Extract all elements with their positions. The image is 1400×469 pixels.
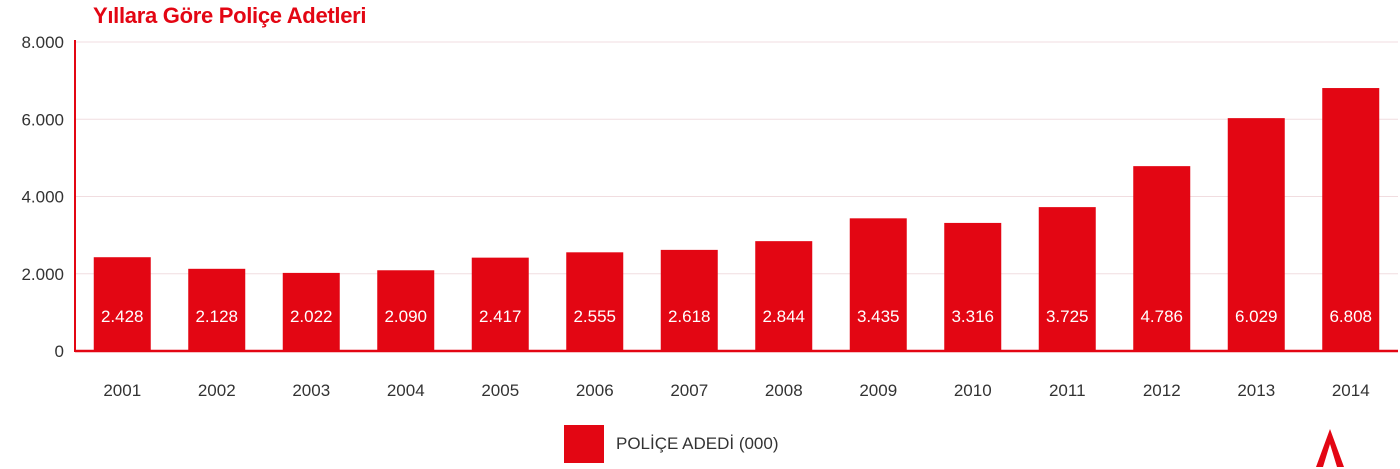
- bar: [755, 241, 812, 351]
- y-axis-ticks: 0 2.000 4.000 6.000 8.000: [21, 33, 64, 361]
- y-tick-label: 0: [55, 342, 64, 361]
- x-tick-label: 2001: [103, 381, 141, 400]
- x-tick-label: 2003: [292, 381, 330, 400]
- bar: [1039, 207, 1096, 351]
- x-tick-label: 2012: [1143, 381, 1181, 400]
- data-label: 3.725: [1046, 307, 1089, 326]
- y-tick-label: 6.000: [21, 110, 64, 129]
- data-label: 6.029: [1235, 307, 1278, 326]
- legend-label: POLİÇE ADEDİ (000): [616, 434, 779, 454]
- data-label: 2.428: [101, 307, 144, 326]
- data-label: 2.555: [573, 307, 616, 326]
- x-tick-label: 2002: [198, 381, 236, 400]
- y-tick-label: 2.000: [21, 265, 64, 284]
- legend-swatch: [564, 425, 604, 463]
- legend: POLİÇE ADEDİ (000): [564, 425, 779, 463]
- grid-layer: [75, 42, 1398, 274]
- data-label: 2.090: [384, 307, 427, 326]
- data-label: 2.417: [479, 307, 522, 326]
- x-tick-label: 2011: [1049, 381, 1086, 400]
- data-label: 3.435: [857, 307, 900, 326]
- data-label: 2.844: [762, 307, 805, 326]
- x-tick-label: 2007: [670, 381, 708, 400]
- x-tick-label: 2006: [576, 381, 614, 400]
- bar: [944, 223, 1001, 351]
- bars: 2.428 2.128 2.022 2.090 2.417 2.555 2.618 2.844…: [94, 88, 1380, 351]
- data-label: 2.618: [668, 307, 711, 326]
- x-tick-label: 2010: [954, 381, 992, 400]
- data-label: 3.316: [951, 307, 994, 326]
- bar: [472, 258, 529, 351]
- y-tick-label: 4.000: [21, 188, 64, 207]
- bar: [94, 257, 151, 351]
- x-tick-label: 2005: [481, 381, 519, 400]
- logo-icon: [1316, 429, 1344, 467]
- x-tick-label: 2014: [1332, 381, 1370, 400]
- data-label: 4.786: [1140, 307, 1183, 326]
- x-tick-label: 2013: [1237, 381, 1275, 400]
- bar: [566, 252, 623, 351]
- y-tick-label: 8.000: [21, 33, 64, 52]
- x-tick-label: 2009: [859, 381, 897, 400]
- x-axis-labels: 2001 2002 2003 2004 2005 2006 2007 2008 2009 2010…: [103, 381, 1369, 400]
- bar: [850, 218, 907, 351]
- data-label: 2.022: [290, 307, 333, 326]
- data-label: 6.808: [1329, 307, 1372, 326]
- x-tick-label: 2004: [387, 381, 425, 400]
- x-tick-label: 2008: [765, 381, 803, 400]
- bar: [661, 250, 718, 351]
- data-label: 2.128: [195, 307, 238, 326]
